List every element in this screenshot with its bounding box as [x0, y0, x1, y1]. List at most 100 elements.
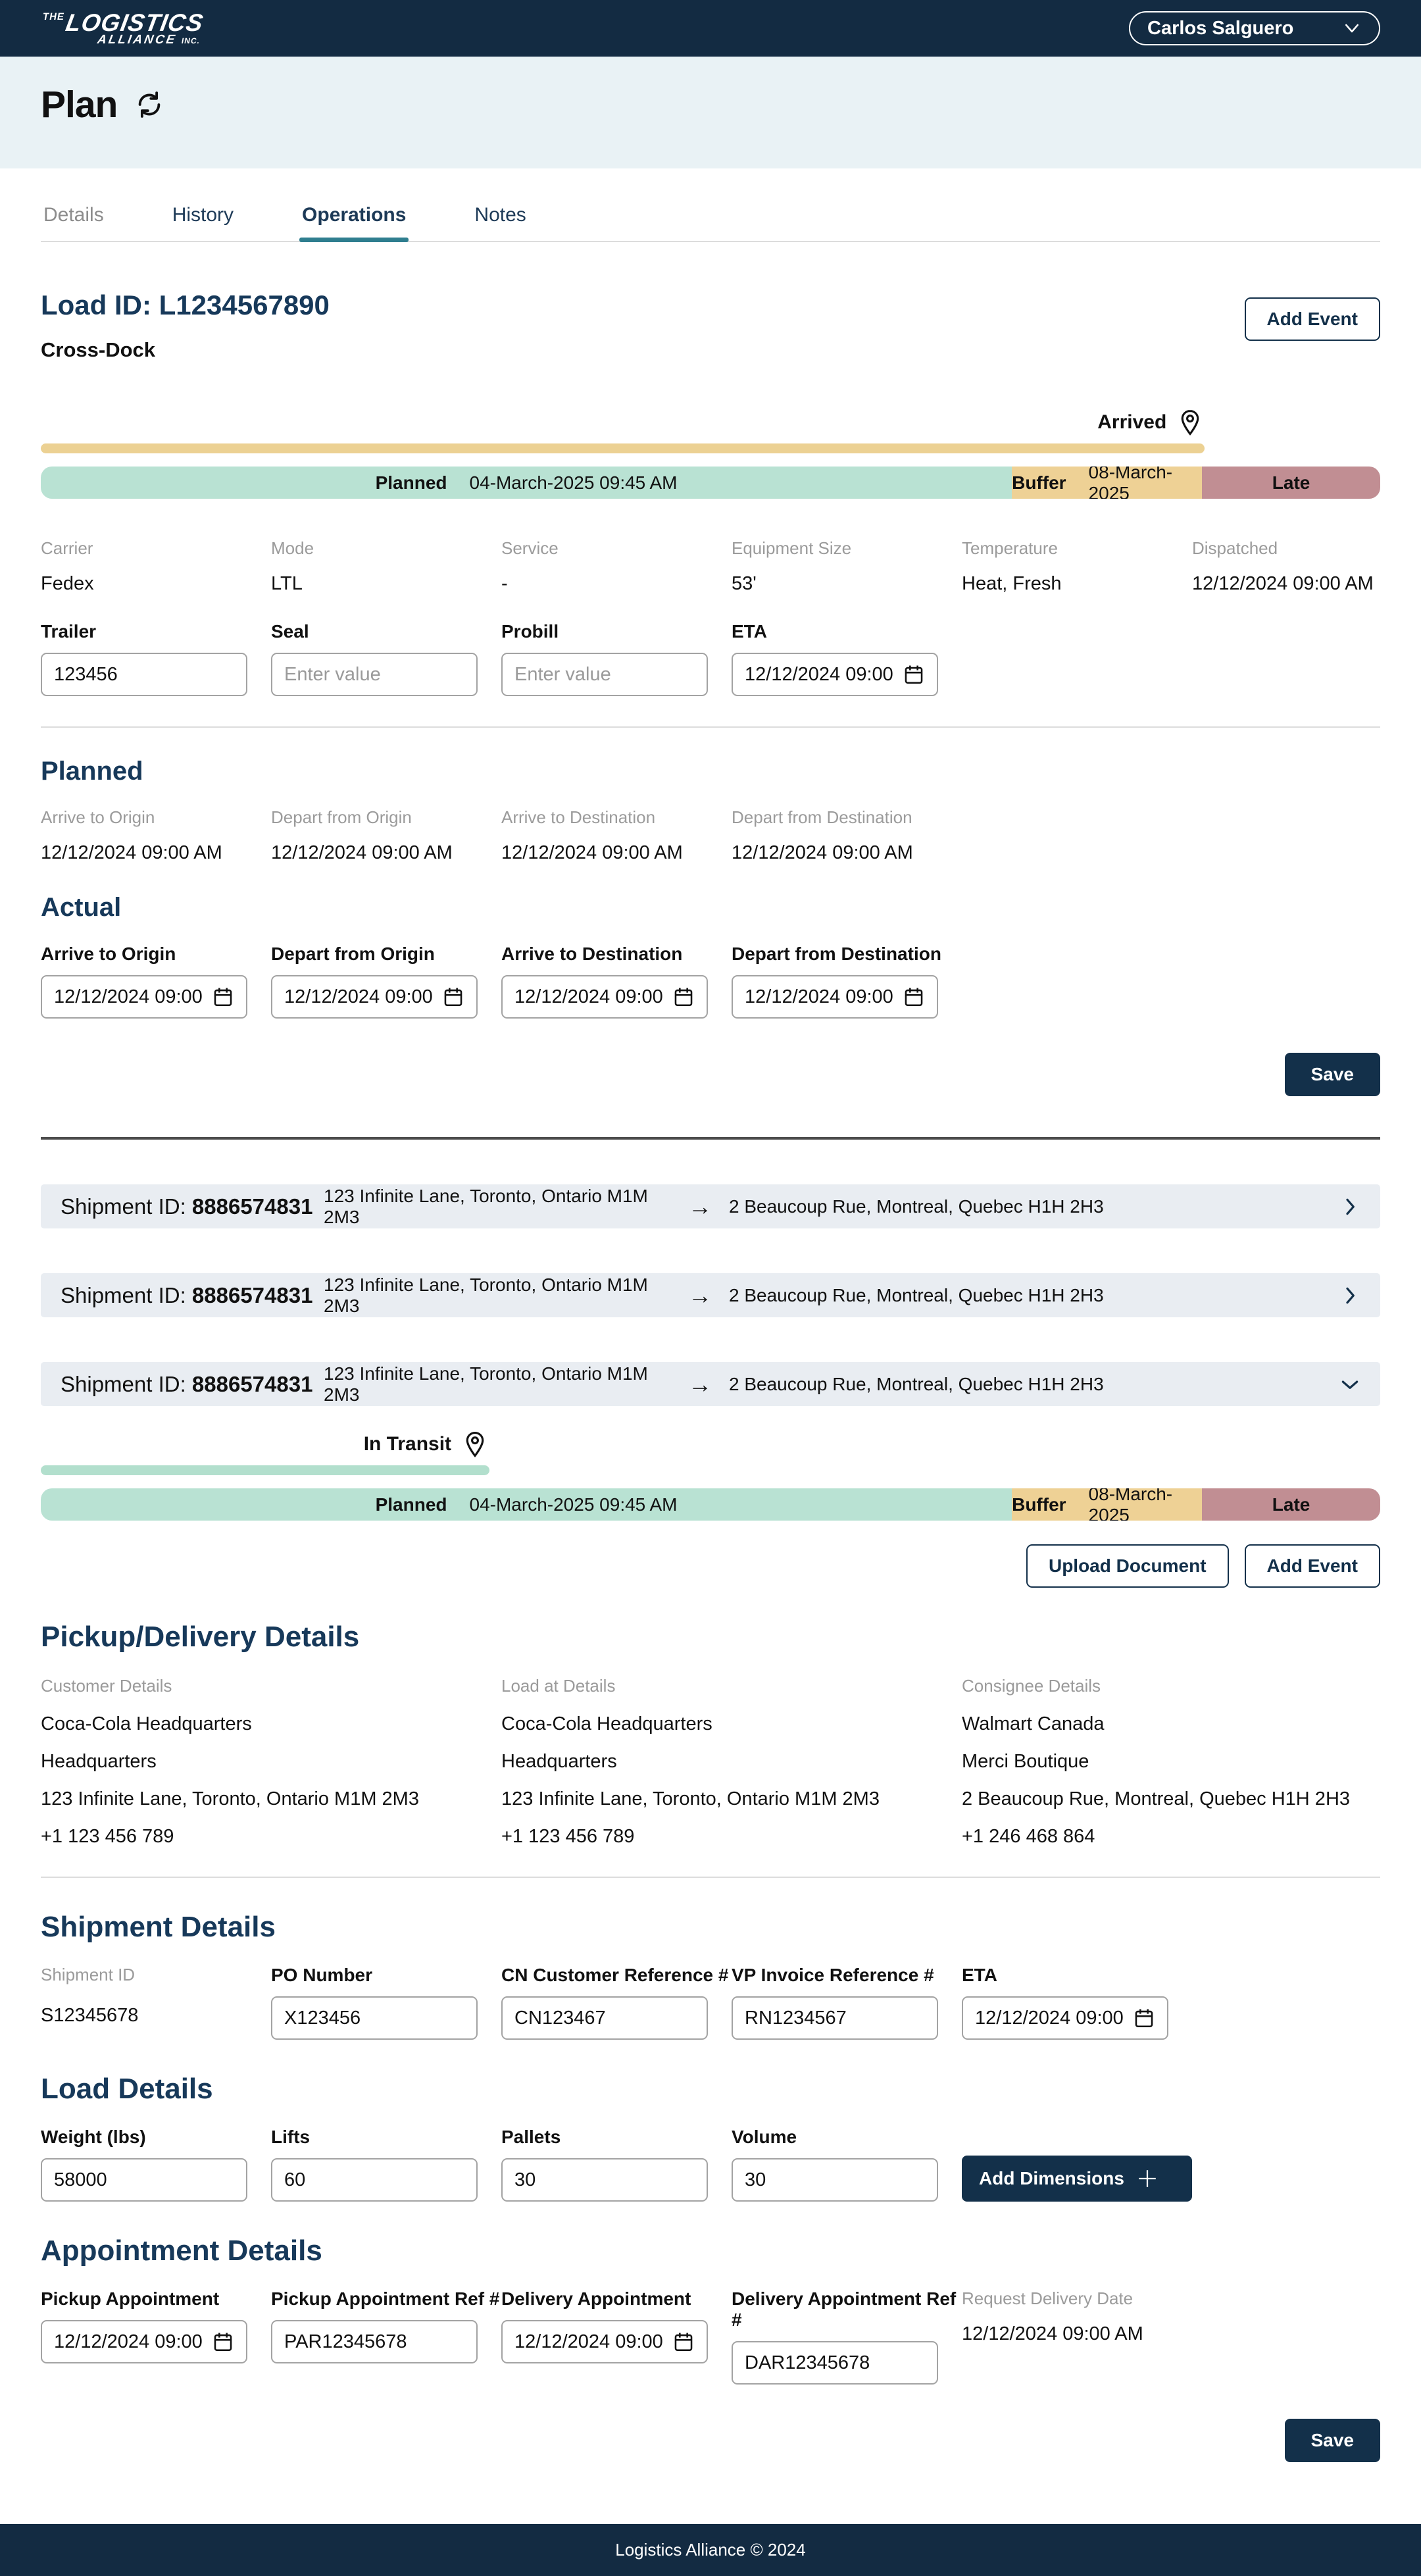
shipment-origin: 123 Infinite Lane, Toronto, Ontario M1M … [324, 1363, 648, 1405]
volume-input[interactable] [745, 2169, 925, 2191]
shipments-list: Shipment ID: 8886574831 123 Infinite Lan… [41, 1184, 1380, 2469]
detail-line: +1 123 456 789 [41, 1826, 174, 1847]
actual-depart-origin-input[interactable] [284, 986, 437, 1008]
shipment-id-value: 8886574831 [191, 1371, 313, 1396]
logo-the: THE [41, 11, 66, 22]
seal-input[interactable] [284, 663, 464, 686]
mode-value: LTL [271, 573, 303, 594]
page-title: Plan [41, 84, 118, 126]
shipment-row[interactable]: Shipment ID: 8886574831 123 Infinite Lan… [41, 1184, 1380, 1228]
company-logo[interactable]: THE LOGISTICS ALLIANCE INC. [37, 9, 206, 47]
save-button[interactable]: Save [1284, 1053, 1380, 1096]
tab-history[interactable]: History [170, 204, 236, 241]
chevron-right-icon[interactable] [1339, 1285, 1360, 1306]
pickup-appointment-label: Pickup Appointment [41, 2288, 220, 2309]
calendar-button[interactable] [1133, 2007, 1155, 2029]
field-label: Depart from Origin [271, 807, 412, 827]
weight-input[interactable] [54, 2169, 234, 2191]
planned-depart-destination: 12/12/2024 09:00 AM [732, 842, 913, 863]
add-event-button[interactable]: Add Event [1244, 1544, 1380, 1588]
tab-details[interactable]: Details [41, 204, 107, 241]
shipment-id-label: Shipment ID [41, 1965, 136, 1984]
planned-arrive-destination: 12/12/2024 09:00 AM [501, 842, 683, 863]
shipment-id-value: S12345678 [41, 2005, 139, 2026]
shipment-id: Shipment ID: 8886574831 [61, 1372, 324, 1397]
save-button[interactable]: Save [1284, 2419, 1380, 2462]
detail-line: +1 246 468 864 [962, 1826, 1095, 1847]
shipment-id: Shipment ID: 8886574831 [61, 1283, 324, 1308]
actual-arrive-destination-label: Arrive to Destination [501, 944, 683, 964]
buffer-date: 08-March-2025 [1088, 1488, 1173, 1521]
delivery-ref-label: Delivery Appointment Ref # [732, 2288, 957, 2330]
calendar-icon [905, 988, 923, 1007]
calendar-button[interactable] [672, 2331, 695, 2353]
eta-calendar-button[interactable] [903, 663, 925, 686]
actual-arrive-origin-input[interactable] [54, 986, 207, 1008]
carrier-value: Fedex [41, 573, 94, 594]
pickup-ref-input[interactable] [284, 2331, 464, 2353]
field-label: Dispatched [1192, 538, 1278, 558]
plus-icon [1139, 2170, 1156, 2187]
chevron-right-icon[interactable] [1339, 1196, 1360, 1217]
lifts-input[interactable] [284, 2169, 464, 2191]
eta-input[interactable] [745, 663, 897, 686]
pallets-input[interactable] [514, 2169, 695, 2191]
trailer-input[interactable] [54, 663, 234, 686]
shipment-id-value: 8886574831 [191, 1282, 313, 1307]
cn-reference-input[interactable] [514, 2007, 695, 2029]
actual-arrive-destination-input[interactable] [514, 986, 667, 1008]
actual-depart-origin-label: Depart from Origin [271, 944, 435, 964]
refresh-button[interactable] [134, 89, 164, 120]
column-label: Customer Details [41, 1676, 172, 1696]
shipment-eta-input[interactable] [975, 2007, 1128, 2029]
calendar-button[interactable] [903, 986, 925, 1008]
equipment-size-value: 53' [732, 573, 757, 594]
shipment-destination: 2 Beaucoup Rue, Montreal, Quebec H1H 2H3 [729, 1373, 1104, 1394]
actual-depart-destination-input[interactable] [745, 986, 897, 1008]
po-number-input[interactable] [284, 2007, 464, 2029]
calendar-button[interactable] [442, 986, 464, 1008]
user-menu-button[interactable]: Carlos Salguero [1129, 11, 1380, 45]
shipment-eta-label: ETA [962, 1965, 997, 1985]
schedule-late-segment: Late [1202, 467, 1380, 499]
actual-arrive-origin-label: Arrive to Origin [41, 944, 176, 964]
trailer-label: Trailer [41, 621, 97, 642]
calendar-icon [214, 2333, 232, 2352]
load-at-details-column: Load at Details Coca-Cola Headquarters H… [501, 1676, 962, 1846]
chevron-down-icon[interactable] [1339, 1374, 1360, 1395]
shipment-destination: 2 Beaucoup Rue, Montreal, Quebec H1H 2H3 [729, 1196, 1104, 1217]
upload-document-button[interactable]: Upload Document [1026, 1544, 1229, 1588]
shipment-timeline: In Transit Planned 04-March-2025 09:45 A… [41, 1427, 1380, 1521]
schedule-late-segment: Late [1202, 1488, 1380, 1521]
tab-operations[interactable]: Operations [299, 204, 409, 242]
vp-invoice-input[interactable] [745, 2007, 925, 2029]
planned-date: 04-March-2025 09:45 AM [469, 472, 678, 493]
calendar-icon [1135, 2009, 1153, 2028]
add-event-button[interactable]: Add Event [1244, 297, 1380, 341]
delivery-ref-input[interactable] [745, 2352, 925, 2374]
planned-date: 04-March-2025 09:45 AM [469, 1494, 678, 1515]
service-value: - [501, 573, 508, 594]
detail-line: 2 Beaucoup Rue, Montreal, Quebec H1H 2H3 [962, 1788, 1351, 1809]
calendar-button[interactable] [212, 986, 234, 1008]
actual-depart-destination-label: Depart from Destination [732, 944, 941, 964]
location-pin-icon [1181, 410, 1199, 436]
load-details-fields: Weight (lbs) Lifts Pallets Volume [41, 2127, 1380, 2202]
tab-notes[interactable]: Notes [472, 204, 528, 241]
seal-label: Seal [271, 621, 309, 642]
section-divider [41, 726, 1380, 728]
refresh-icon [139, 91, 161, 118]
delivery-appointment-input[interactable] [514, 2331, 667, 2353]
probill-input[interactable] [514, 663, 695, 686]
shipment-origin: 123 Infinite Lane, Toronto, Ontario M1M … [324, 1185, 648, 1227]
app-header: THE LOGISTICS ALLIANCE INC. Carlos Salgu… [0, 0, 1421, 57]
calendar-button[interactable] [672, 986, 695, 1008]
column-label: Consignee Details [962, 1676, 1101, 1696]
shipments-divider [41, 1137, 1380, 1140]
add-dimensions-button[interactable]: Add Dimensions [962, 2156, 1192, 2202]
pickup-appointment-input[interactable] [54, 2331, 207, 2353]
shipment-row[interactable]: Shipment ID: 8886574831 123 Infinite Lan… [41, 1273, 1380, 1317]
calendar-button[interactable] [212, 2331, 234, 2353]
field-label: Depart from Destination [732, 807, 912, 827]
shipment-row-expanded[interactable]: Shipment ID: 8886574831 123 Infinite Lan… [41, 1362, 1380, 1406]
